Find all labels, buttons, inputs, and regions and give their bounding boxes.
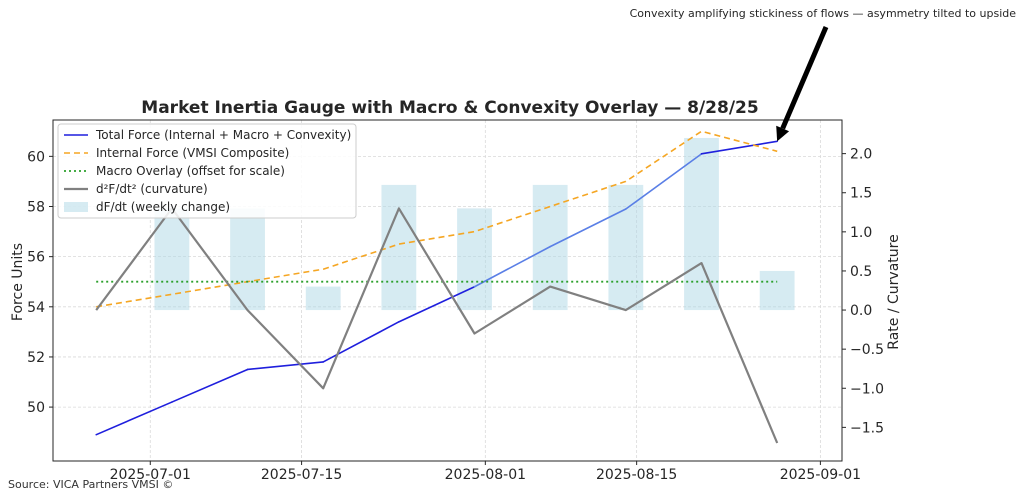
annotation-arrow-layer <box>776 26 829 142</box>
series-total-force-segment <box>398 285 476 323</box>
y-tick-label-left: 58 <box>27 200 45 216</box>
chart-title: Market Inertia Gauge with Macro & Convex… <box>141 98 758 118</box>
bar-weekly-change <box>457 208 492 311</box>
annotation-arrow-shaft <box>780 26 829 130</box>
bar-weekly-change <box>759 270 795 311</box>
x-tick-label: 2025-08-01 <box>445 467 526 483</box>
series-total-force-segment <box>171 368 249 403</box>
series-total-force-segment <box>700 140 778 155</box>
x-tick-label: 2025-09-01 <box>780 467 861 483</box>
series-total-force-segment <box>322 321 400 363</box>
annotation-arrow-head <box>776 125 790 142</box>
series-total-force-segment <box>549 208 627 248</box>
bar-weekly-change <box>608 184 644 311</box>
y-tick-label-right: −0.5 <box>850 342 884 358</box>
y-tick-label-right: 1.0 <box>850 225 872 241</box>
legend: Total Force (Internal + Macro + Convexit… <box>57 123 357 219</box>
line-layer <box>95 130 779 444</box>
annotation-text: Convexity amplifying stickiness of flows… <box>630 7 1017 20</box>
series-total-force-segment <box>473 245 551 288</box>
series-curvature <box>95 207 779 444</box>
legend-entry-label: dF/dt (weekly change) <box>96 200 230 214</box>
legend-swatch-bar <box>64 202 88 212</box>
y-tick-label-left: 54 <box>27 300 45 316</box>
y-tick-label-left: 52 <box>27 350 45 366</box>
y-tick-label-left: 50 <box>27 400 45 416</box>
bar-weekly-change <box>305 286 341 311</box>
y-tick-label-left: 60 <box>27 149 45 165</box>
x-tick-label: 2025-08-15 <box>596 467 677 483</box>
axis-layer: 2025-07-01 2025-07-15 2025-08-01 2025-08-15… <box>27 119 884 483</box>
series-total-force-segment <box>95 401 173 436</box>
source-note: Source: VICA Partners VMSI © <box>8 478 174 491</box>
bar-weekly-change <box>381 184 417 311</box>
legend-entry-label: Macro Overlay (offset for scale) <box>96 164 285 178</box>
y-tick-label-right: 2.0 <box>850 147 872 163</box>
y-axis-label-right: Rate / Curvature <box>886 234 902 349</box>
plot-frame <box>52 119 843 462</box>
series-total-force-segment <box>246 361 325 371</box>
y-tick-label-right: −1.0 <box>850 381 884 397</box>
y-tick-label-right: 0.0 <box>850 303 872 319</box>
x-tick-label: 2025-07-01 <box>110 467 191 483</box>
y-tick-label-right: 1.5 <box>850 186 872 202</box>
y-axis-label-left: Force Units <box>10 243 26 321</box>
y-tick-label-right: −1.5 <box>850 420 884 436</box>
series-total-force-segment <box>625 153 703 210</box>
legend-entry-label: Internal Force (VMSI Composite) <box>96 146 289 160</box>
y-tick-label-right: 0.5 <box>850 264 872 280</box>
x-tick-label: 2025-07-15 <box>261 467 342 483</box>
legend-entry-label: Total Force (Internal + Macro + Convexit… <box>95 128 351 142</box>
legend-box <box>57 123 357 219</box>
series-internal-force <box>96 130 778 308</box>
bar-weekly-change <box>684 137 719 311</box>
legend-entry-label: d²F/dt² (curvature) <box>96 182 208 196</box>
y-tick-label-left: 56 <box>27 250 45 266</box>
